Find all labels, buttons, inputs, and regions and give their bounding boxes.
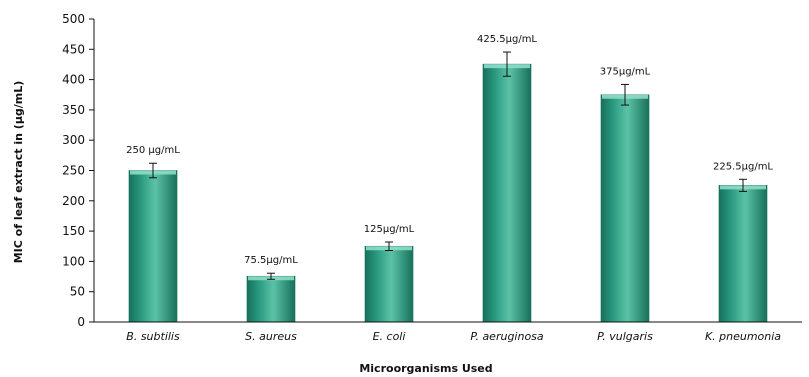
x-axis-categories: B. subtilis S. aureus E. coli P. aeruginosa… (126, 330, 781, 343)
data-label: 425.5µg/mL (477, 34, 537, 45)
y-tick-label: 300 (62, 133, 85, 147)
bar (718, 185, 768, 323)
y-tick-label: 450 (62, 42, 85, 56)
x-category-label: B. subtilis (126, 330, 180, 343)
bar (246, 275, 296, 323)
x-category-label: P. aeruginosa (470, 330, 544, 343)
y-tick-label: 350 (62, 103, 85, 117)
y-axis-title: MIC of leaf extract in (µg/mL) (12, 81, 25, 264)
y-tick-label: 250 (62, 164, 85, 178)
x-category-label: S. aureus (245, 330, 297, 343)
error-bar (149, 162, 157, 179)
error-bar (267, 272, 275, 280)
y-tick-label: 500 (62, 12, 85, 26)
bar (600, 94, 650, 323)
error-bar (385, 241, 393, 251)
data-label: 75.5µg/mL (244, 255, 298, 266)
bars: 250 µg/mL 75.5µg/mL 125µg/mL 425.5µg/mL 375µ… (126, 34, 773, 323)
error-bar (503, 51, 511, 77)
data-label: 125µg/mL (364, 224, 415, 235)
error-bar (621, 83, 629, 106)
x-category-label: K. pneumonia (705, 330, 781, 343)
bar (482, 63, 532, 323)
y-tick-label: 400 (62, 73, 85, 87)
y-axis-ticks: 0 50 100 150 200 250 300 350 400 450 500 (62, 12, 94, 329)
y-tick-label: 50 (70, 285, 85, 299)
data-label: 375µg/mL (600, 66, 651, 77)
y-tick-label: 100 (62, 254, 85, 268)
x-axis-title: Microorganisms Used (359, 362, 492, 375)
bar (364, 245, 414, 323)
data-label: 225.5µg/mL (713, 161, 773, 172)
x-category-label: P. vulgaris (597, 330, 653, 343)
y-tick-label: 200 (62, 194, 85, 208)
y-tick-label: 150 (62, 224, 85, 238)
y-tick-label: 0 (77, 315, 85, 329)
error-bar (739, 178, 747, 192)
x-category-label: E. coli (373, 330, 406, 343)
data-label: 250 µg/mL (126, 145, 180, 156)
bar (128, 170, 178, 323)
